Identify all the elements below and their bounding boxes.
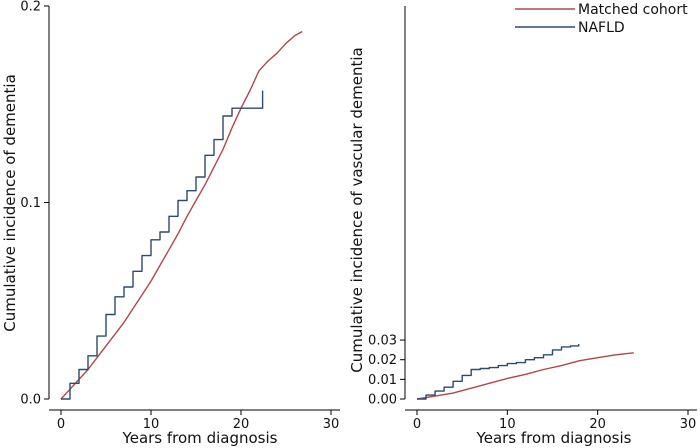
left-x-tick-label: 30 <box>323 417 340 432</box>
right-y-tick-label: 0.03 <box>368 334 397 349</box>
right-x-tick-label: 10 <box>499 417 516 432</box>
legend: Matched cohort NAFLD <box>515 2 688 36</box>
left-y-axis-title: Cumulative incidence of dementia <box>1 74 19 332</box>
right-x-tick-label: 30 <box>680 417 697 432</box>
left-series-nafld-line <box>61 90 264 400</box>
legend-label-nafld: NAFLD <box>578 20 625 36</box>
right-panel: 0.00 0.01 0.02 0.03 0 10 20 30 Years from diag… <box>348 6 697 447</box>
left-series-group <box>60 30 303 400</box>
legend-label-matched: Matched cohort <box>578 2 688 18</box>
left-x-tick-label: 0 <box>57 417 65 432</box>
right-y-axis-title: Cumulative incidence of vascular dementi… <box>348 47 366 372</box>
left-x-ticks: 0 10 20 30 <box>57 410 339 432</box>
right-series-nafld-line <box>417 344 580 400</box>
right-y-ticks: 0.00 0.01 0.02 0.03 <box>368 334 405 408</box>
right-x-tick-label: 0 <box>413 417 421 432</box>
left-y-tick-label: 0.2 <box>20 0 41 15</box>
right-series-matched-cohort-line <box>416 352 634 400</box>
right-series-group <box>416 344 634 400</box>
right-x-tick-label: 20 <box>589 417 606 432</box>
right-x-ticks: 0 10 20 30 <box>413 410 696 432</box>
right-y-tick-label: 0.00 <box>368 393 397 408</box>
left-series-matched-cohort-line <box>60 30 303 400</box>
left-y-tick-label: 0.0 <box>20 393 41 408</box>
left-x-tick-label: 10 <box>143 417 160 432</box>
left-y-ticks: 0.0 0.1 0.2 <box>20 0 49 408</box>
left-x-tick-label: 20 <box>233 417 250 432</box>
left-panel: 0.0 0.1 0.2 0 10 20 30 Years from diagnosis C… <box>1 0 340 447</box>
right-y-tick-label: 0.01 <box>368 373 397 388</box>
left-x-axis-title: Years from diagnosis <box>122 429 278 447</box>
left-y-tick-label: 0.1 <box>20 196 41 211</box>
right-y-tick-label: 0.02 <box>368 353 397 368</box>
right-x-axis-title: Years from diagnosis <box>476 429 632 447</box>
